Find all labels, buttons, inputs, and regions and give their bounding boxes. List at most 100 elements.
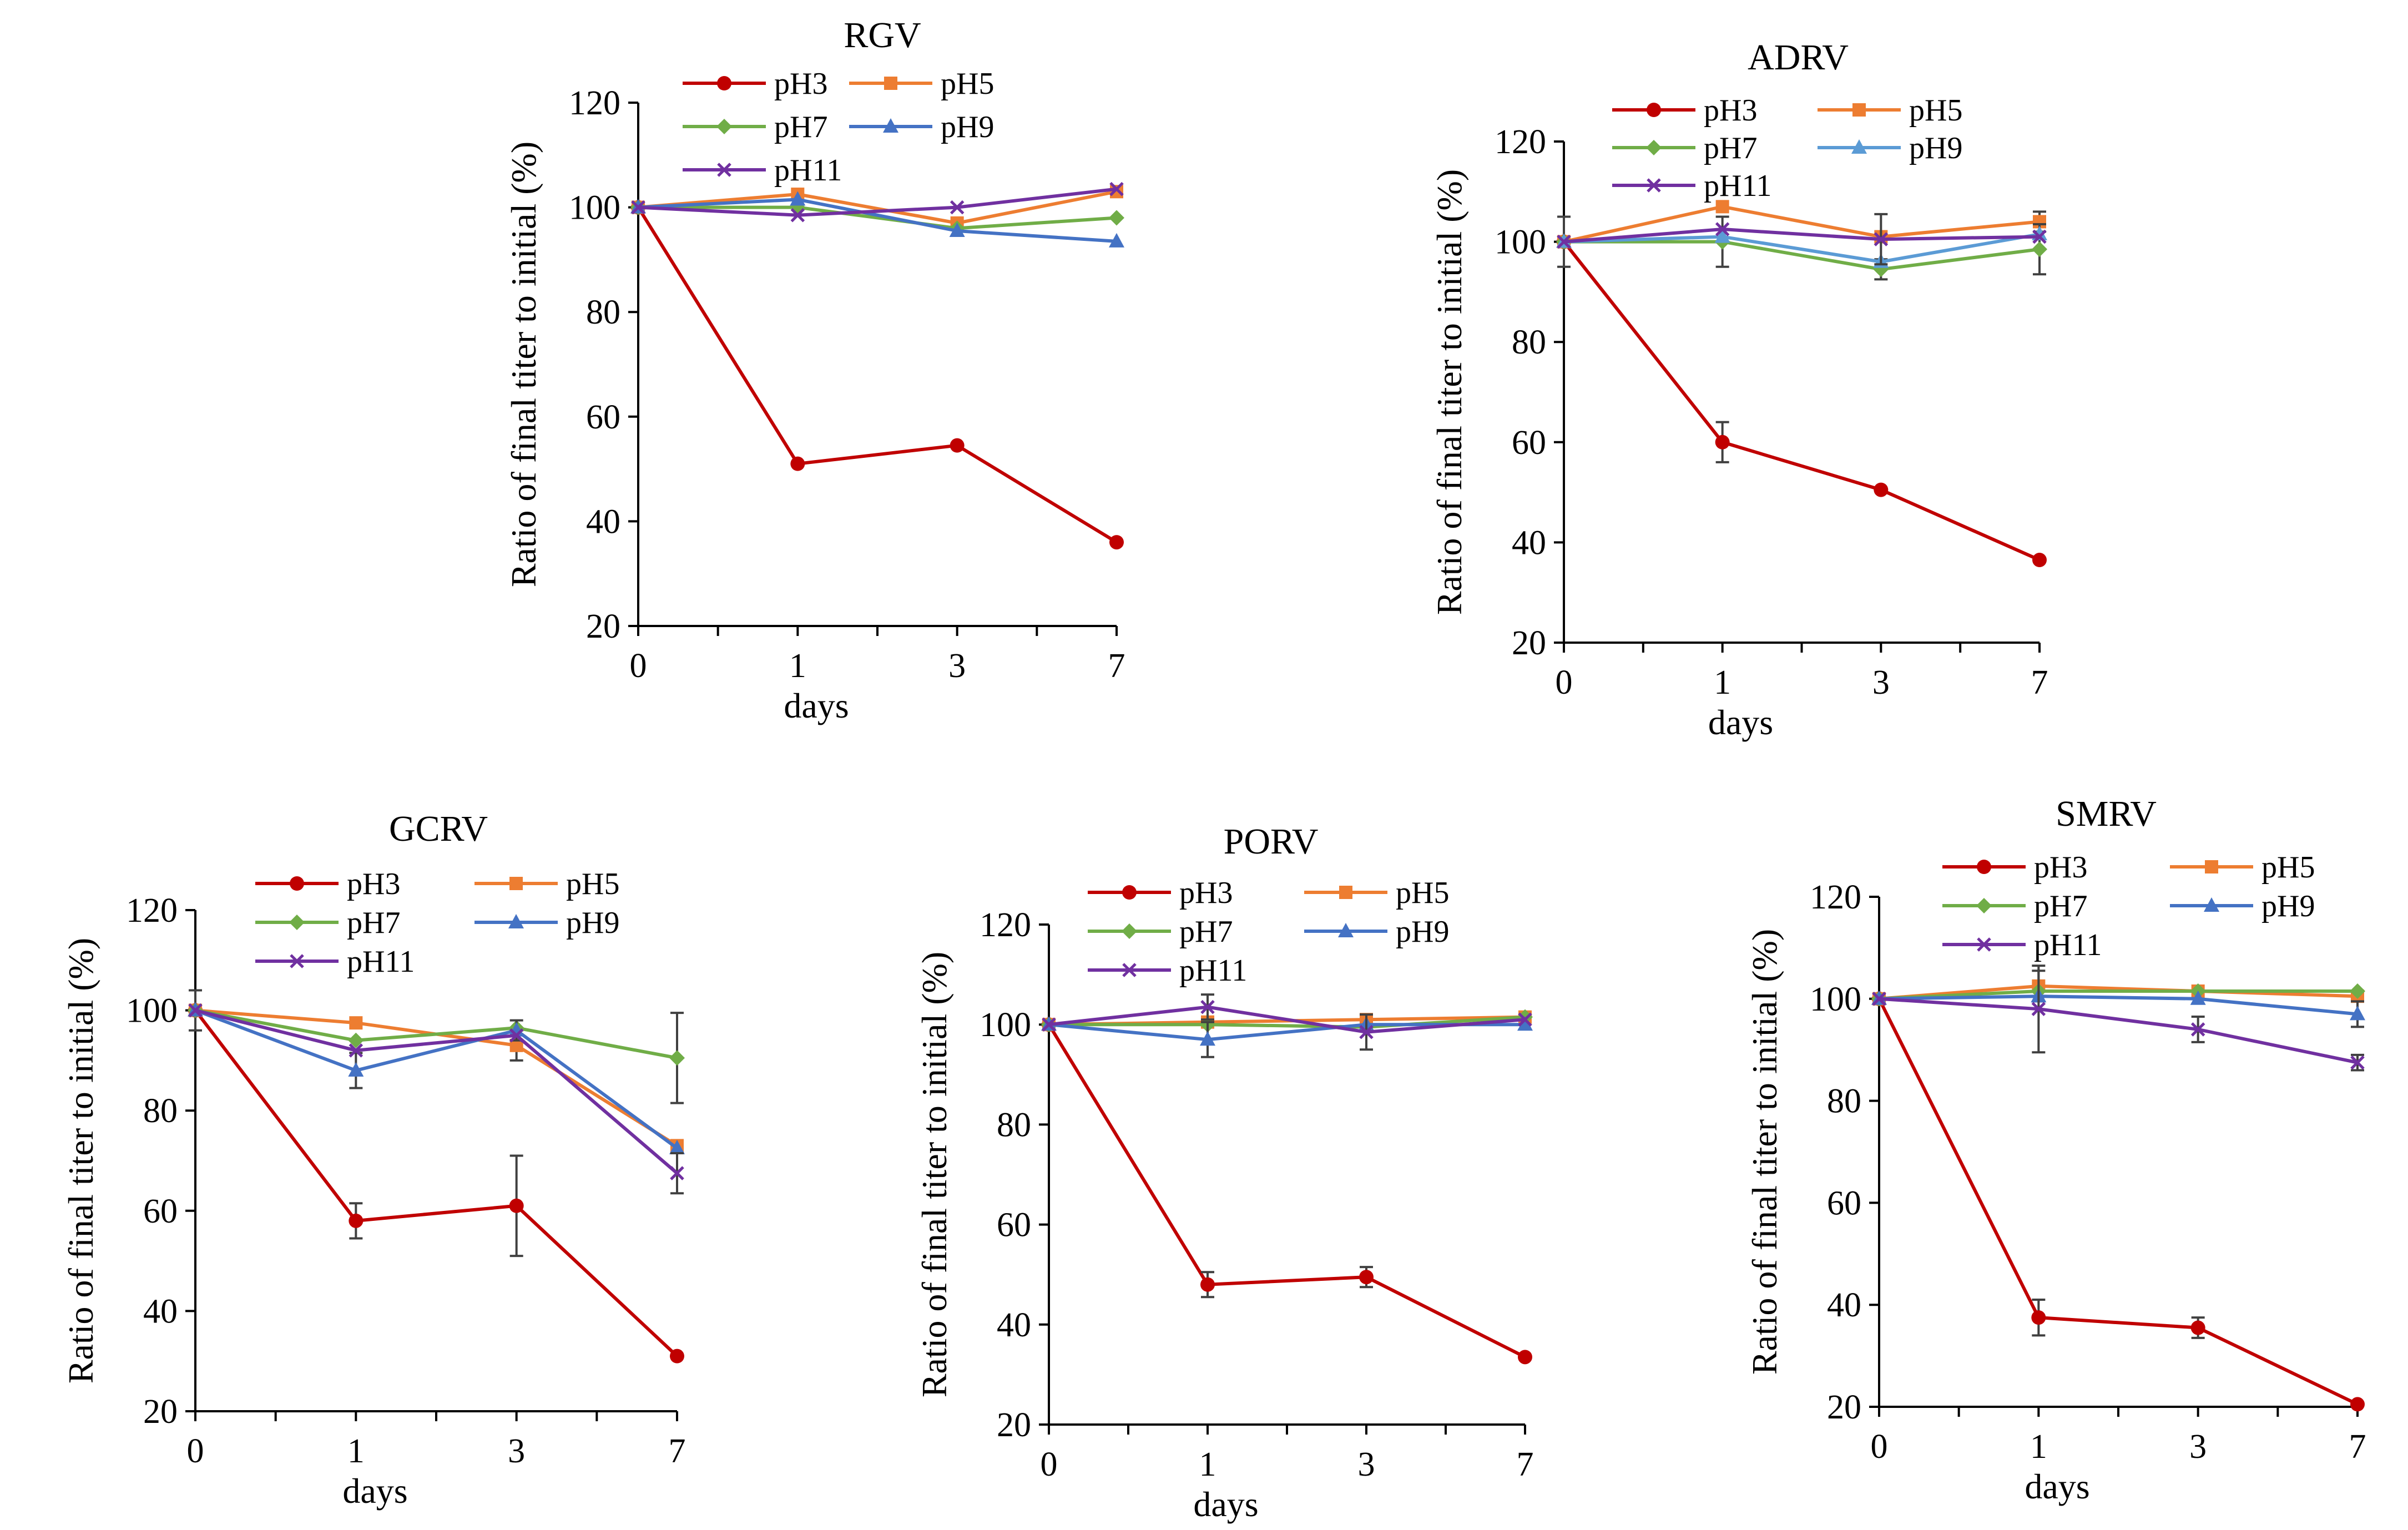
data-point — [631, 200, 645, 215]
series-line — [1049, 1015, 1526, 1029]
legend-label: pH5 — [566, 867, 619, 901]
series-line — [637, 206, 1118, 544]
legend-marker — [883, 118, 898, 133]
series-line — [194, 1009, 679, 1357]
data-point — [509, 1028, 524, 1043]
legend: pH3 pH5 pH7 pH9 pH11 — [1088, 876, 1449, 988]
series-line — [1564, 240, 2040, 271]
data-point — [1109, 233, 1124, 248]
data-point — [1715, 222, 1730, 236]
series-line — [1879, 997, 2358, 1064]
series-line — [1879, 984, 2358, 1001]
data-point — [950, 200, 965, 215]
data-point — [1359, 1024, 1374, 1039]
series-line — [195, 1008, 678, 1147]
series-ph3 — [1557, 234, 2047, 568]
series-line — [1563, 205, 2040, 244]
legend-label: pH3 — [774, 67, 827, 101]
data-point — [348, 1032, 364, 1048]
legend-label: pH9 — [941, 110, 994, 144]
data-point — [1518, 1350, 1532, 1365]
data-point — [1715, 435, 1730, 450]
data-point — [949, 223, 965, 238]
x-tick-label: 0 — [1041, 1446, 1058, 1483]
y-tick-label: 120 — [1810, 878, 1861, 916]
data-point — [188, 1003, 203, 1018]
chart-smrv: SMRV 20 40 60 80 100 120 0 1 3 7 days Ratio of final… — [1745, 794, 2366, 1506]
y-tick-label: 120 — [980, 906, 1031, 944]
data-point — [349, 1016, 363, 1030]
series-ph11 — [1042, 993, 1532, 1051]
series-ph9 — [1556, 226, 2047, 268]
data-point — [349, 1213, 364, 1228]
y-tick-label: 120 — [1495, 123, 1546, 161]
data-point — [2032, 553, 2047, 568]
data-point — [790, 208, 805, 223]
x-tick-label: 3 — [1358, 1446, 1375, 1483]
series-line — [1048, 1005, 1526, 1034]
legend-marker — [1852, 103, 1866, 117]
y-tick-label: 80 — [143, 1092, 178, 1130]
y-tick-label: 100 — [1495, 224, 1546, 261]
legend-label: pH7 — [774, 110, 827, 144]
legend-marker — [1339, 886, 1352, 899]
data-point — [2350, 1397, 2365, 1412]
data-point — [1714, 228, 1730, 243]
series-ph7 — [188, 989, 685, 1104]
x-tick-label: 0 — [630, 647, 647, 685]
legend-label: pH11 — [347, 945, 415, 979]
chart-porv: PORV 20 40 60 80 100 120 0 1 3 7 days Ratio of final… — [915, 821, 1534, 1524]
data-point — [1200, 999, 1215, 1014]
data-point — [950, 438, 965, 453]
series-line — [195, 1008, 678, 1175]
data-point — [1359, 1270, 1374, 1285]
y-tick-label: 20 — [143, 1393, 178, 1431]
legend-marker — [717, 76, 731, 90]
data-point — [1874, 482, 1889, 497]
data-point — [2031, 1002, 2046, 1016]
y-axis-label: Ratio of final titer to initial (%) — [915, 952, 954, 1397]
x-axis-label: days — [2025, 1467, 2089, 1506]
x-tick-label: 1 — [347, 1432, 365, 1470]
data-point — [669, 1050, 685, 1066]
legend-marker — [290, 954, 304, 968]
legend-label: pH11 — [774, 153, 842, 188]
series-line — [195, 1008, 678, 1060]
data-point — [1557, 234, 1571, 249]
y-tick-label: 40 — [143, 1292, 178, 1330]
data-point — [1109, 535, 1124, 550]
y-tick-label: 20 — [1512, 624, 1546, 662]
x-tick-label: 3 — [2189, 1428, 2207, 1466]
x-tick-label: 1 — [789, 647, 806, 685]
series-ph11 — [188, 1003, 684, 1195]
legend-marker — [1977, 860, 1991, 874]
legend-label: pH11 — [2034, 928, 2102, 962]
legend-label: pH3 — [1704, 93, 1757, 128]
series-line — [1877, 998, 2359, 1406]
y-tick-label: 60 — [143, 1193, 178, 1230]
data-point — [670, 1166, 684, 1180]
x-tick-label: 1 — [2030, 1428, 2047, 1466]
data-point — [2350, 1006, 2365, 1021]
x-tick-label: 0 — [187, 1432, 204, 1470]
series-ph9 — [188, 1002, 685, 1154]
legend: pH3 pH5 pH7 pH9 pH11 — [683, 67, 994, 188]
legend-marker — [1977, 937, 1991, 952]
data-point — [1874, 232, 1889, 246]
data-point — [2350, 983, 2365, 999]
data-point — [2350, 1055, 2365, 1070]
data-point — [790, 191, 806, 206]
legend-marker — [717, 163, 731, 177]
x-tick-label: 7 — [1517, 1446, 1534, 1483]
data-point — [790, 456, 805, 471]
data-point — [1109, 210, 1124, 226]
x-tick-label: 1 — [1714, 664, 1731, 701]
x-axis-label: days — [1193, 1484, 1258, 1524]
series-ph3 — [188, 1003, 684, 1364]
legend: pH3 pH5 pH7 pH9 pH11 — [255, 867, 619, 979]
legend-marker — [1647, 178, 1661, 193]
legend-label: pH9 — [2261, 889, 2315, 923]
chart-title: PORV — [1224, 821, 1319, 862]
legend-marker — [1338, 923, 1354, 937]
x-tick-label: 7 — [1108, 647, 1125, 685]
